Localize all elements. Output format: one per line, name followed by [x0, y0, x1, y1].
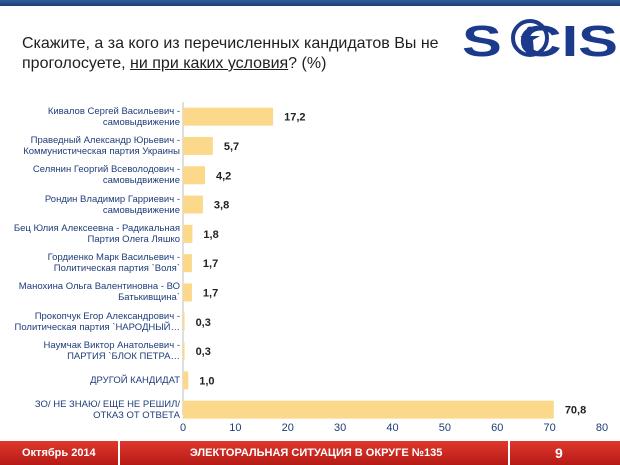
data-label: 5,7 — [224, 141, 239, 153]
category-label: Гордиенко Марк Васильевич - Политическая… — [47, 252, 180, 275]
logo-figure-icon — [511, 19, 549, 57]
category-label: Рондин Владимир Гарриевич - самовыдвижен… — [44, 193, 180, 216]
data-label: 3,8 — [214, 200, 229, 212]
footer-divider — [508, 441, 510, 465]
bar — [183, 136, 213, 155]
footer-bar: Октябрь 2014 ЭЛЕКТОРАЛЬНАЯ СИТУАЦИЯ В ОК… — [0, 441, 620, 465]
x-tick-label: 70 — [544, 422, 556, 434]
data-label: 0,3 — [196, 346, 211, 358]
x-tick-label: 50 — [439, 422, 451, 434]
bar — [183, 342, 185, 361]
bar — [183, 283, 192, 302]
title-text-end: ? (%) — [288, 55, 327, 72]
category-label: Наумчак Виктор Анатольевич - ПАРТИЯ `БЛО… — [43, 340, 180, 363]
bar — [183, 224, 193, 243]
data-label: 0,3 — [196, 317, 211, 329]
x-tick-label: 30 — [334, 422, 346, 434]
footer-divider — [118, 441, 120, 465]
category-label: Селянин Георгий Всеволодович - самовыдви… — [32, 164, 180, 187]
data-label: 70,8 — [565, 405, 586, 417]
category-label: Бец Юлия Алексеевна - Радикальная Партия… — [13, 222, 180, 245]
bar-chart: 17,2 5,7 4,2 3,8 1,8 1,7 1,7 0,3 0,3 1,0 70,8 0 10 20… — [180, 102, 608, 434]
data-label: 1,8 — [203, 229, 218, 241]
x-tick-label: 20 — [282, 422, 294, 434]
bar — [183, 195, 203, 214]
bar — [183, 107, 274, 126]
bar — [183, 312, 185, 331]
data-label: 1,0 — [199, 375, 214, 387]
socis-logo: S CIS — [462, 17, 618, 62]
x-tick-label: 10 — [229, 422, 241, 434]
category-label: Манохина Ольга Валентиновна - ВО Батькив… — [18, 281, 180, 304]
bar — [183, 371, 189, 390]
title-emphasis: ни при каких условия — [130, 55, 289, 72]
x-tick-label: 80 — [596, 422, 608, 434]
data-label: 1,7 — [203, 258, 218, 270]
top-accent-bar — [0, 0, 620, 6]
bar — [183, 166, 205, 185]
x-tick-label: 0 — [180, 422, 186, 434]
page-title: Скажите, а за кого из перечисленных канд… — [22, 34, 442, 74]
bar — [183, 400, 554, 419]
category-label: Кивалов Сергей Васильевич - самовыдвижен… — [47, 105, 180, 128]
data-label: 4,2 — [216, 170, 231, 182]
category-label: ЗО/ НЕ ЗНАЮ/ ЕЩЕ НЕ РЕШИЛ/ ОТКАЗ ОТ ОТВЕ… — [34, 398, 180, 421]
data-label: 17,2 — [284, 112, 305, 124]
data-label: 1,7 — [203, 287, 218, 299]
x-tick-label: 60 — [491, 422, 503, 434]
footer-date: Октябрь 2014 — [22, 447, 96, 459]
category-label: Праведный Александр Юрьевич - Коммунисти… — [23, 134, 180, 157]
x-tick-label: 40 — [386, 422, 398, 434]
category-label: ДРУГОЙ КАНДИДАТ — [90, 374, 180, 386]
bar — [183, 254, 192, 273]
footer-event-title: ЭЛЕКТОРАЛЬНАЯ СИТУАЦИЯ В ОКРУГЕ №135 — [190, 447, 443, 459]
title-text-start: Скажите, а за кого из перечисленных канд… — [22, 35, 439, 72]
category-label: Прокопчук Егор Александрович - Политичес… — [14, 310, 180, 333]
page-number: 9 — [555, 445, 563, 461]
